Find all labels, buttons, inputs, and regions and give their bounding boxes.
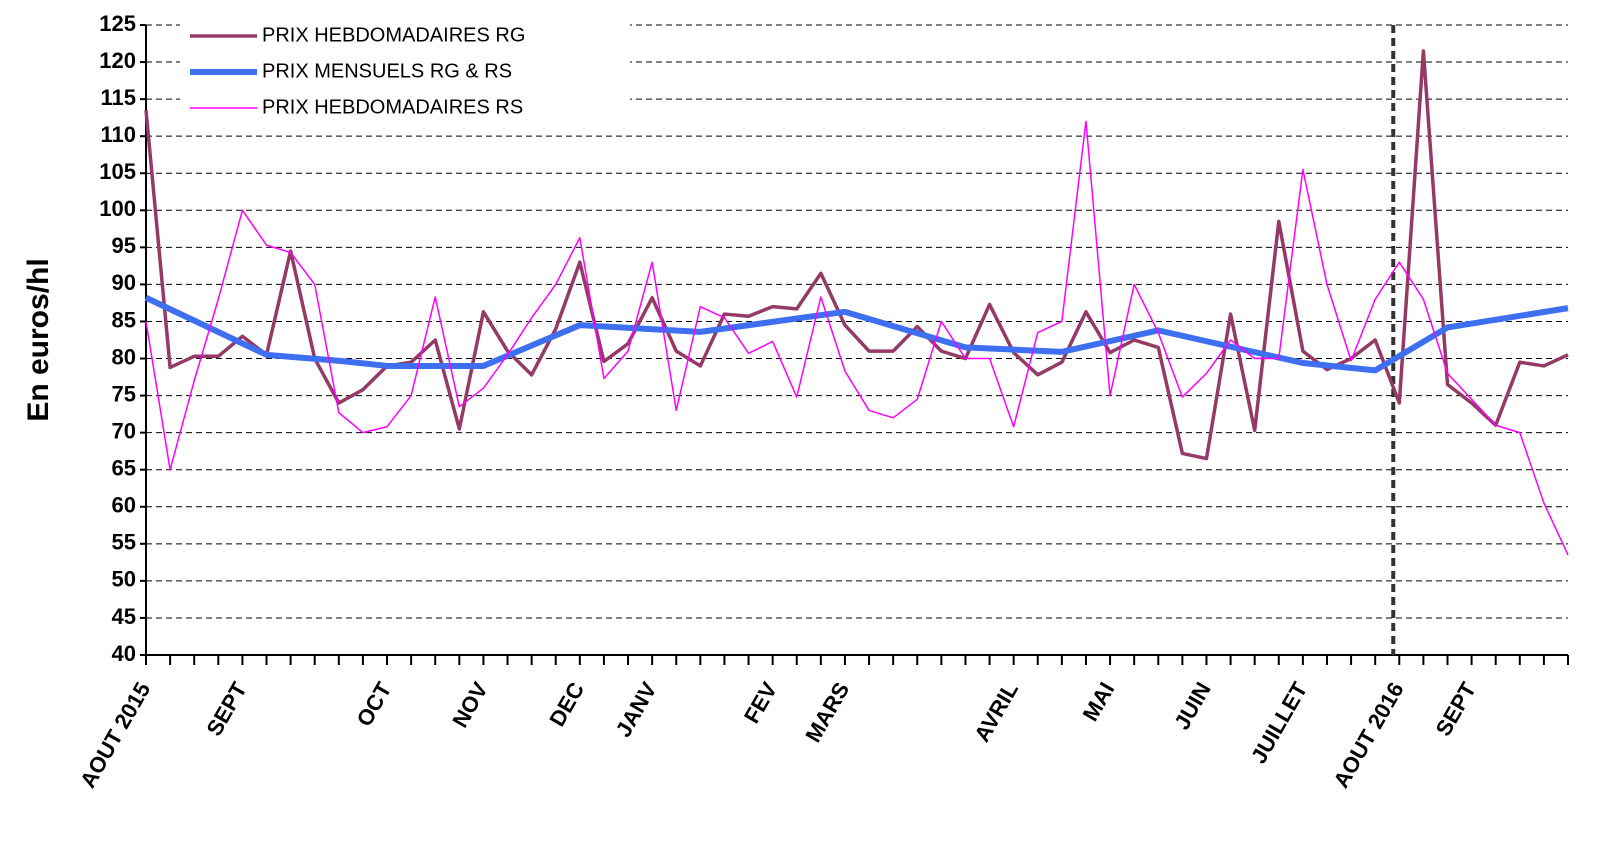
y-tick-label: 45 bbox=[112, 604, 136, 629]
y-tick-label: 50 bbox=[112, 567, 136, 592]
x-tick-label: FEV bbox=[739, 678, 782, 728]
y-tick-label: 55 bbox=[112, 530, 136, 555]
y-tick-label: 60 bbox=[112, 493, 136, 518]
x-tick-label: AVRIL bbox=[969, 678, 1023, 746]
y-tick-label: 85 bbox=[112, 307, 136, 332]
x-tick-label: SEPT bbox=[1431, 677, 1482, 740]
series-line bbox=[145, 120, 1569, 556]
x-tick-label: MAI bbox=[1078, 678, 1120, 725]
y-axis-label: En euros/hl bbox=[22, 258, 55, 421]
series-line bbox=[144, 295, 1569, 374]
x-tick-label: MARS bbox=[800, 678, 854, 747]
y-tick-label: 105 bbox=[99, 159, 136, 184]
legend-label: PRIX HEBDOMADAIRES RS bbox=[262, 96, 523, 118]
y-tick-label: 70 bbox=[112, 418, 136, 443]
x-tick-label: AOUT 2015 bbox=[75, 678, 155, 792]
x-tick-label: AOUT 2016 bbox=[1328, 678, 1408, 792]
y-tick-label: 95 bbox=[112, 233, 136, 258]
y-tick-label: 120 bbox=[99, 48, 136, 73]
y-tick-label: 100 bbox=[99, 196, 136, 221]
x-tick-label: SEPT bbox=[201, 677, 252, 740]
x-tick-label: JANV bbox=[611, 678, 662, 742]
y-tick-label: 110 bbox=[101, 122, 137, 147]
x-tick-label: NOV bbox=[447, 678, 493, 732]
y-tick-label: 115 bbox=[101, 85, 137, 110]
y-tick-label: 90 bbox=[112, 270, 136, 295]
x-tick-label: OCT bbox=[352, 677, 397, 730]
y-tick-label: 40 bbox=[112, 641, 136, 666]
x-tick-label: DEC bbox=[544, 678, 589, 731]
y-tick-label: 125 bbox=[99, 11, 136, 36]
y-tick-label: 75 bbox=[112, 381, 136, 406]
legend-label: PRIX MENSUELS RG & RS bbox=[262, 60, 512, 82]
x-tick-label: JUIN bbox=[1169, 678, 1216, 734]
legend-label: PRIX HEBDOMADAIRES RG bbox=[262, 24, 525, 46]
y-tick-label: 65 bbox=[112, 456, 136, 481]
x-tick-label: JUILLET bbox=[1246, 677, 1313, 767]
y-tick-label: 80 bbox=[112, 344, 136, 369]
